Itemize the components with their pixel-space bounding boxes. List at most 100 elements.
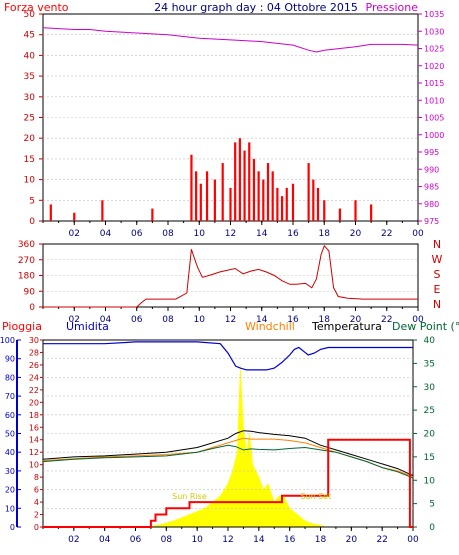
wind-x-label-22: 22 xyxy=(381,229,392,239)
temp-y-label-25: 25 xyxy=(424,406,435,416)
wind-y-label-15: 15 xyxy=(24,155,35,165)
temp-x-label-04: 04 xyxy=(99,535,111,545)
direction-y-label-270: 270 xyxy=(18,256,35,266)
humidity-line xyxy=(43,341,413,371)
pressure-y-label-995: 995 xyxy=(424,148,439,157)
rain-y-label-8: 8 xyxy=(34,473,39,482)
wind-x-label-02: 02 xyxy=(69,229,80,239)
temp-x-label-06: 06 xyxy=(130,535,142,545)
direction-x-label-20: 20 xyxy=(350,315,362,325)
compass-label-W: W xyxy=(432,253,443,266)
rain-y-label-20: 20 xyxy=(29,398,39,407)
temp-y-label-35: 35 xyxy=(424,359,435,369)
wind-axis-label: Forza vento xyxy=(4,1,69,14)
legend-dewpoint: Dew Point (°C xyxy=(392,320,459,333)
rain-y-label-0: 0 xyxy=(34,523,39,532)
humidity-y-label-50: 50 xyxy=(5,430,15,439)
wind-x-label-16: 16 xyxy=(287,229,299,239)
pressure-y-label-1010: 1010 xyxy=(424,96,444,105)
temp-x-label-18: 18 xyxy=(315,535,327,545)
wind-x-label-04: 04 xyxy=(100,229,112,239)
pressure-y-label-1030: 1030 xyxy=(424,27,444,36)
wind-y-label-40: 40 xyxy=(24,51,36,61)
rain-humidity-temperature-panel: 0102030405060708090100024681012141618202… xyxy=(0,336,435,545)
rain-y-label-2: 2 xyxy=(34,511,39,520)
rain-y-label-24: 24 xyxy=(29,373,39,382)
direction-x-label-10: 10 xyxy=(194,315,206,325)
wind-x-label-20: 20 xyxy=(350,229,362,239)
rain-y-label-4: 4 xyxy=(34,498,39,507)
wind-x-label-12: 12 xyxy=(225,229,236,239)
wind-x-label-10: 10 xyxy=(194,229,206,239)
compass-label-E: E xyxy=(434,283,441,296)
wind-y-label-50: 50 xyxy=(24,10,36,20)
wind-x-label-00: 00 xyxy=(412,229,424,239)
wind-x-label-06: 06 xyxy=(131,229,143,239)
humidity-y-label-0: 0 xyxy=(10,523,15,532)
wind-pressure-panel: 0510152025303540455097598098599099510001… xyxy=(24,10,445,239)
pressure-y-label-975: 975 xyxy=(424,217,439,226)
temp-x-label-20: 20 xyxy=(346,535,358,545)
humidity-y-label-100: 100 xyxy=(0,336,15,345)
wind-y-label-30: 30 xyxy=(24,93,36,103)
temp-x-label-12: 12 xyxy=(222,535,233,545)
wind-x-label-14: 14 xyxy=(256,229,268,239)
rain-y-label-26: 26 xyxy=(29,361,39,370)
rain-y-label-18: 18 xyxy=(29,411,39,420)
direction-x-label-08: 08 xyxy=(162,315,174,325)
rain-y-label-16: 16 xyxy=(29,423,39,432)
direction-x-label-00: 00 xyxy=(412,315,424,325)
pressure-y-label-980: 980 xyxy=(424,200,439,209)
rain-line xyxy=(43,438,413,528)
temp-y-label-40: 40 xyxy=(424,336,436,346)
humidity-y-label-20: 20 xyxy=(5,486,15,495)
direction-x-label-02: 02 xyxy=(69,315,80,325)
sunrise-annotation: Sun Rise xyxy=(172,492,207,501)
wind-y-label-20: 20 xyxy=(24,134,36,144)
solar-area xyxy=(43,364,413,528)
temp-y-label-0: 0 xyxy=(429,523,435,533)
pressure-y-label-1020: 1020 xyxy=(424,62,444,71)
direction-y-label-90: 90 xyxy=(24,287,36,297)
temp-x-label-16: 16 xyxy=(284,535,296,545)
temp-y-label-15: 15 xyxy=(424,453,435,463)
compass-label-S: S xyxy=(434,268,441,281)
wind-y-label-25: 25 xyxy=(24,114,35,124)
temp-x-label-14: 14 xyxy=(253,535,265,545)
humidity-y-label-30: 30 xyxy=(5,467,15,476)
pressure-y-label-1025: 1025 xyxy=(424,45,444,54)
wind-x-label-18: 18 xyxy=(319,229,331,239)
temp-x-label-22: 22 xyxy=(376,535,387,545)
rain-y-label-28: 28 xyxy=(29,348,39,357)
direction-x-label-14: 14 xyxy=(256,315,268,325)
pressure-line xyxy=(42,27,419,53)
rain-y-label-22: 22 xyxy=(29,386,39,395)
pressure-y-label-1035: 1035 xyxy=(424,10,444,19)
humidity-y-label-70: 70 xyxy=(5,392,15,401)
rain-y-label-30: 30 xyxy=(29,336,39,345)
direction-line xyxy=(43,244,418,308)
temp-x-label-02: 02 xyxy=(68,535,79,545)
temp-y-label-5: 5 xyxy=(429,500,435,510)
humidity-y-label-60: 60 xyxy=(5,411,15,420)
temperature-line xyxy=(42,430,414,477)
rain-y-label-6: 6 xyxy=(34,486,39,495)
temp-y-label-20: 20 xyxy=(424,430,436,440)
temp-y-label-30: 30 xyxy=(424,383,436,393)
rain-y-label-14: 14 xyxy=(29,436,39,445)
wind-y-label-5: 5 xyxy=(29,196,35,206)
wind-x-label-08: 08 xyxy=(162,229,174,239)
wind-y-label-0: 0 xyxy=(29,217,35,227)
humidity-y-label-80: 80 xyxy=(5,373,15,382)
compass-label-N: N xyxy=(433,298,441,311)
rain-y-label-12: 12 xyxy=(29,448,39,457)
humidity-y-label-40: 40 xyxy=(5,448,15,457)
direction-x-label-22: 22 xyxy=(381,315,392,325)
temp-x-label-10: 10 xyxy=(191,535,203,545)
temp-x-label-08: 08 xyxy=(161,535,173,545)
direction-y-label-180: 180 xyxy=(18,272,35,282)
direction-y-label-360: 360 xyxy=(18,240,35,250)
legend-temperature: Temperatura xyxy=(311,320,382,333)
wind-y-label-35: 35 xyxy=(24,72,35,82)
direction-x-label-04: 04 xyxy=(100,315,112,325)
